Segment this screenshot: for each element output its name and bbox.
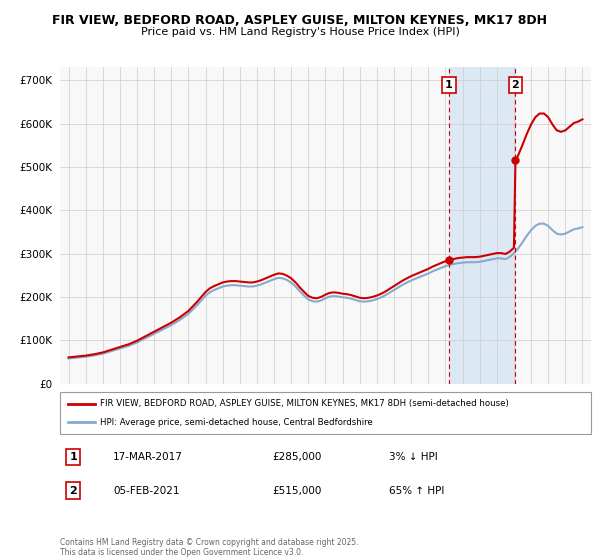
FancyBboxPatch shape [60,392,591,434]
Text: 65% ↑ HPI: 65% ↑ HPI [389,486,445,496]
Text: £285,000: £285,000 [272,452,322,462]
Text: 1: 1 [70,452,77,462]
Bar [449,67,515,384]
Text: HPI: Average price, semi-detached house, Central Bedfordshire: HPI: Average price, semi-detached house,… [100,418,373,427]
Text: 1: 1 [445,80,453,90]
Text: 2: 2 [70,486,77,496]
Text: FIR VIEW, BEDFORD ROAD, ASPLEY GUISE, MILTON KEYNES, MK17 8DH (semi-detached hou: FIR VIEW, BEDFORD ROAD, ASPLEY GUISE, MI… [100,399,509,408]
Text: 2: 2 [512,80,520,90]
Text: FIR VIEW, BEDFORD ROAD, ASPLEY GUISE, MILTON KEYNES, MK17 8DH: FIR VIEW, BEDFORD ROAD, ASPLEY GUISE, MI… [53,14,548,27]
Text: 3% ↓ HPI: 3% ↓ HPI [389,452,438,462]
Text: £515,000: £515,000 [272,486,322,496]
Text: 17-MAR-2017: 17-MAR-2017 [113,452,183,462]
Text: Contains HM Land Registry data © Crown copyright and database right 2025.
This d: Contains HM Land Registry data © Crown c… [60,538,359,557]
Text: Price paid vs. HM Land Registry's House Price Index (HPI): Price paid vs. HM Land Registry's House … [140,27,460,37]
Text: 05-FEB-2021: 05-FEB-2021 [113,486,179,496]
